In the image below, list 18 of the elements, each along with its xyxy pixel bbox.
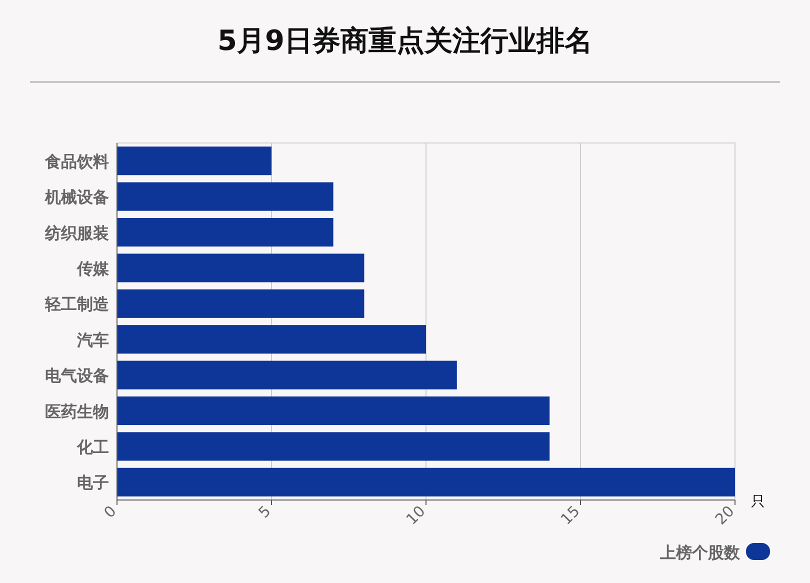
chart-title: 5月9日券商重点关注行业排名 (218, 24, 592, 57)
y-tick-label: 食品饮料 (44, 152, 109, 171)
y-tick-label: 传媒 (76, 258, 110, 278)
legend-label: 上榜个股数 (659, 543, 741, 562)
y-tick-label: 化工 (76, 437, 109, 456)
y-tick-label: 医药生物 (45, 402, 109, 421)
x-tick-label: 5 (254, 502, 274, 522)
y-tick-label: 电气设备 (45, 366, 109, 386)
y-tick-label: 纺织服装 (44, 223, 109, 242)
y-tick-label: 机械设备 (44, 188, 109, 207)
y-tick-label: 轻工制造 (44, 294, 110, 314)
x-tick-label: 0 (100, 502, 120, 522)
x-tick-label: 10 (402, 502, 429, 528)
x-tick-label: 20 (712, 502, 738, 528)
y-tick-label: 汽车 (76, 330, 109, 350)
y-tick-label: 电子 (77, 473, 109, 492)
x-axis-title: 只 (751, 494, 765, 510)
x-tick-label: 15 (557, 502, 584, 528)
